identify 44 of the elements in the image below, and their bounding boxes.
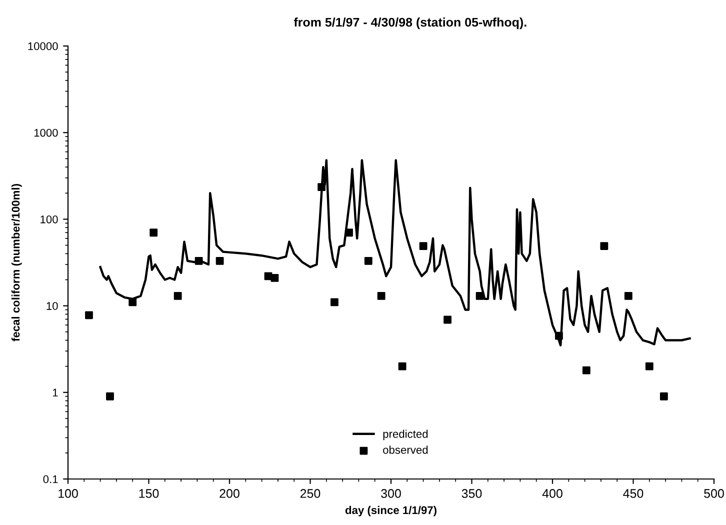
y-tick-label: 10 bbox=[46, 302, 58, 310]
x-tick-label: 400 bbox=[542, 489, 562, 498]
y-tick-label: 0.1 bbox=[43, 475, 58, 484]
point bbox=[582, 366, 590, 374]
point bbox=[85, 311, 93, 320]
x-tick-label: 450 bbox=[623, 489, 644, 498]
x-tick-label: 150 bbox=[139, 489, 159, 498]
x-tick-label: 200 bbox=[220, 489, 240, 498]
point bbox=[270, 274, 279, 282]
x-tick-label: 250 bbox=[300, 489, 320, 498]
point bbox=[377, 292, 386, 300]
point bbox=[660, 392, 668, 400]
legend-label: observed bbox=[383, 446, 428, 454]
y-tick-label: 100 bbox=[40, 215, 58, 224]
x-tick-label: 350 bbox=[462, 489, 482, 498]
point bbox=[555, 332, 563, 340]
point bbox=[128, 298, 137, 306]
y-axis-title: fecal coliform (number/100ml) bbox=[11, 184, 22, 342]
x-tick-label: 300 bbox=[381, 489, 401, 498]
line-series bbox=[99, 159, 691, 346]
point bbox=[419, 242, 428, 250]
chart-title: from 5/1/97 - 4/30/98 (station 05-wfhoq). bbox=[294, 17, 526, 30]
point bbox=[645, 362, 654, 370]
point bbox=[398, 362, 406, 370]
legend-label: predicted bbox=[383, 430, 428, 440]
point bbox=[364, 256, 372, 265]
point bbox=[600, 242, 608, 250]
point bbox=[444, 316, 452, 324]
x-axis-title: day (since 1/1/97) bbox=[345, 506, 436, 516]
x-tick-label: 100 bbox=[58, 489, 78, 498]
point bbox=[345, 228, 353, 237]
point bbox=[106, 392, 114, 400]
point bbox=[476, 292, 484, 300]
y-tick-label: 1 bbox=[52, 388, 58, 396]
x-tick-label: 500 bbox=[704, 489, 724, 498]
point bbox=[216, 256, 224, 265]
point bbox=[318, 183, 326, 192]
y-tick-label: 1000 bbox=[34, 128, 58, 137]
point bbox=[624, 292, 632, 300]
point bbox=[330, 298, 338, 306]
point bbox=[194, 256, 203, 265]
point bbox=[174, 292, 182, 300]
y-tick-label: 10000 bbox=[28, 42, 58, 50]
point bbox=[150, 228, 158, 237]
